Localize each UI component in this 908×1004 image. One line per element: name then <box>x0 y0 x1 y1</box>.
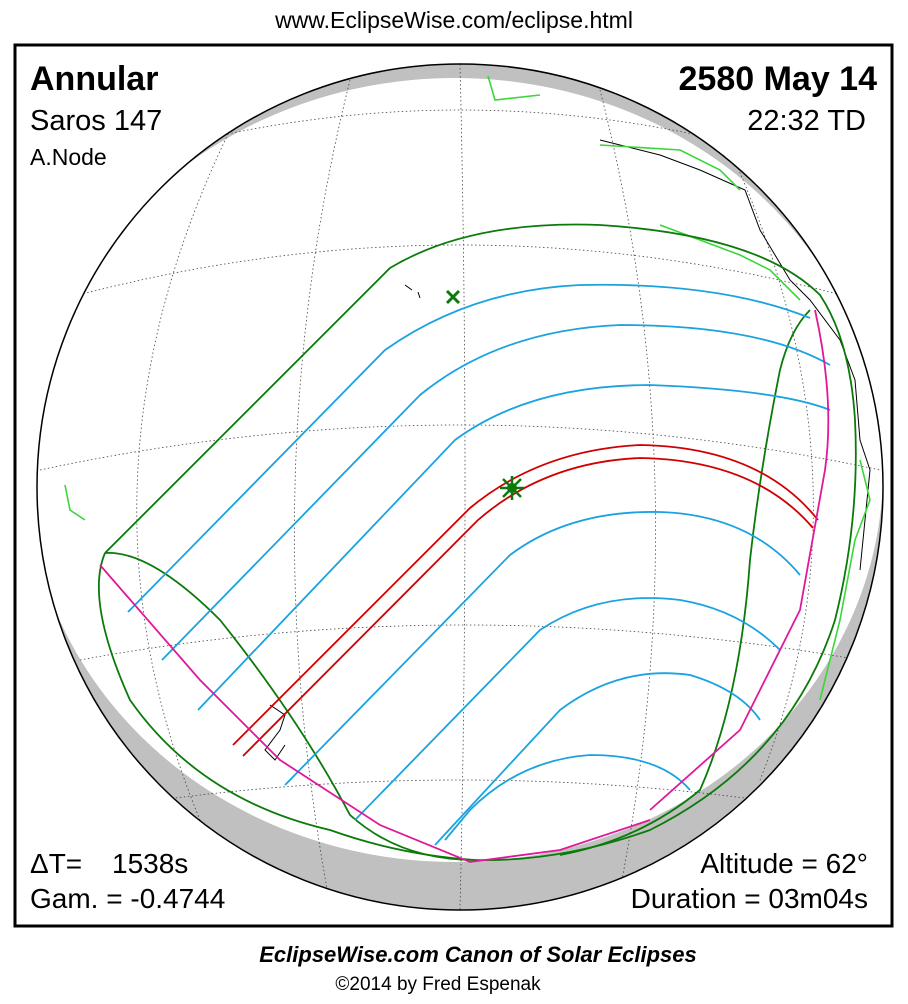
node: A.Node <box>30 144 107 170</box>
footer-credit: ©2014 by Fred Espenak <box>335 974 541 995</box>
url: www.EclipseWise.com/eclipse.html <box>274 7 633 33</box>
delta-t-value: 1538s <box>112 848 188 879</box>
duration: Duration = 03m04s <box>631 883 868 914</box>
eclipse-type: Annular <box>30 60 158 98</box>
footer-title: EclipseWise.com Canon of Solar Eclipses <box>259 942 697 967</box>
time: 22:32 TD <box>747 105 866 137</box>
saros: Saros 147 <box>30 105 162 137</box>
altitude: Altitude = 62° <box>700 848 868 879</box>
delta-t-label: ΔT= <box>30 848 82 879</box>
date: 2580 May 14 <box>679 60 878 98</box>
globe-outline <box>36 63 884 911</box>
gamma: Gam. = -0.4744 <box>30 883 225 914</box>
eclipse-paths <box>97 223 857 863</box>
